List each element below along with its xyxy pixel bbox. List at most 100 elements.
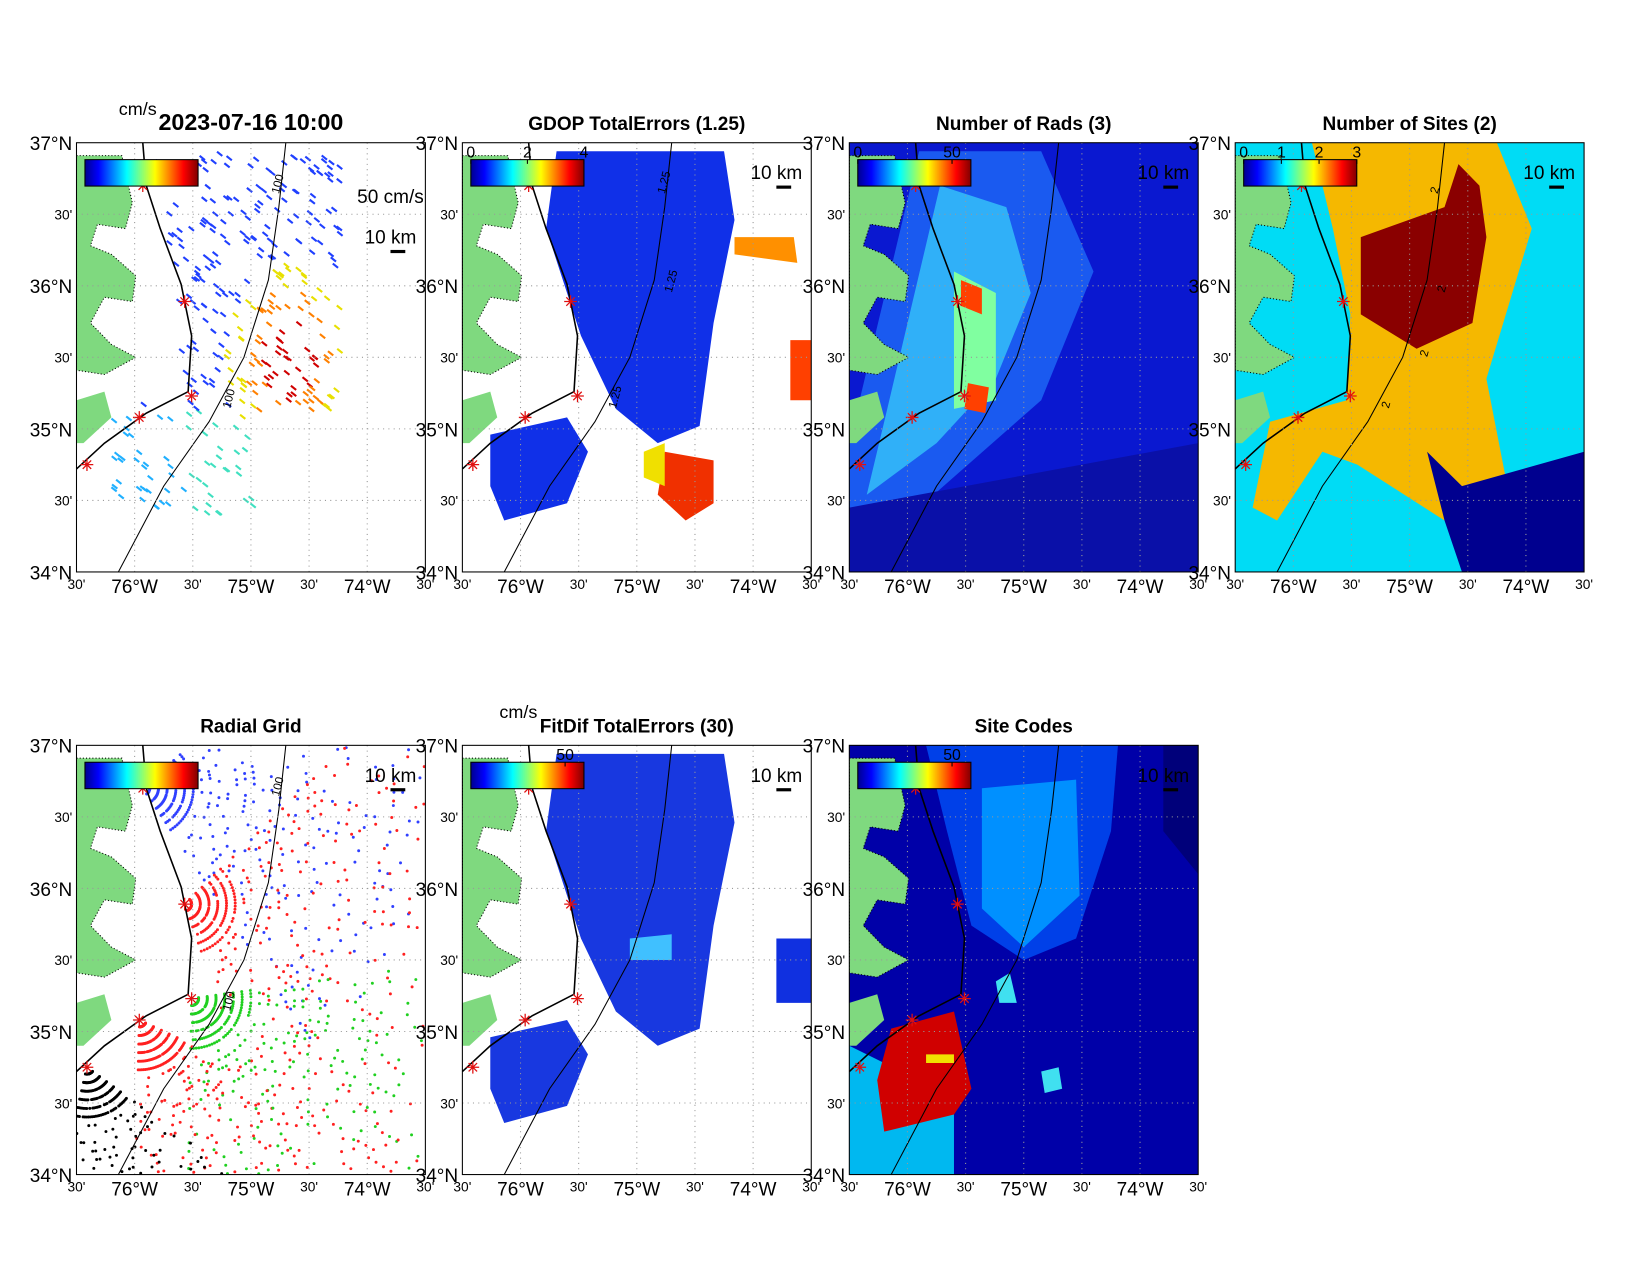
radial-point bbox=[312, 949, 316, 953]
site-marker bbox=[132, 1013, 146, 1027]
current-arrow bbox=[278, 329, 286, 335]
radial-point bbox=[109, 1109, 113, 1113]
current-arrow bbox=[180, 486, 188, 493]
current-arrow bbox=[193, 405, 200, 412]
lon-label: 75°W bbox=[228, 577, 275, 598]
radial-point bbox=[76, 1114, 80, 1118]
radial-point bbox=[210, 933, 214, 937]
radial-point bbox=[202, 1080, 206, 1084]
radial-point bbox=[137, 1042, 141, 1046]
radial-point bbox=[414, 805, 418, 809]
radial-point bbox=[171, 815, 175, 819]
radial-point bbox=[238, 1011, 242, 1015]
radial-point bbox=[229, 1011, 233, 1015]
current-arrow bbox=[188, 225, 195, 232]
current-arrow bbox=[202, 379, 210, 386]
current-arrow bbox=[219, 311, 227, 318]
radial-point bbox=[336, 1087, 340, 1091]
current-arrow bbox=[330, 206, 338, 213]
radial-point bbox=[224, 904, 228, 908]
radial-point bbox=[192, 1170, 196, 1174]
colorbar-tick-label: 2 bbox=[1315, 145, 1324, 162]
radial-point bbox=[270, 1060, 274, 1063]
radial-point bbox=[215, 804, 219, 808]
radial-point bbox=[187, 1097, 191, 1101]
radial-point bbox=[189, 1162, 193, 1166]
radial-point bbox=[294, 813, 298, 817]
radial-point bbox=[266, 994, 270, 998]
radial-point bbox=[267, 861, 271, 865]
lon-label: 30' bbox=[802, 1179, 820, 1194]
radial-point bbox=[278, 1083, 282, 1087]
radial-point bbox=[382, 846, 386, 850]
radial-point bbox=[373, 881, 377, 885]
radial-point bbox=[380, 1131, 384, 1135]
radial-point bbox=[259, 864, 263, 868]
current-arrow bbox=[316, 286, 323, 293]
current-arrow bbox=[317, 398, 324, 405]
radial-point bbox=[343, 746, 347, 750]
radial-point bbox=[415, 926, 419, 930]
current-arrow bbox=[264, 223, 271, 230]
radial-point bbox=[240, 1096, 244, 1100]
radial-point bbox=[197, 1078, 201, 1082]
radial-point bbox=[177, 1048, 181, 1052]
current-arrow bbox=[310, 236, 318, 243]
current-arrow bbox=[285, 355, 292, 362]
radial-point bbox=[390, 816, 394, 819]
bathymetry-contour bbox=[890, 142, 1060, 572]
radial-point bbox=[224, 931, 228, 934]
radial-point bbox=[381, 910, 385, 914]
current-arrow bbox=[239, 386, 247, 393]
current-arrow bbox=[240, 209, 247, 216]
lon-label: 30' bbox=[1073, 577, 1091, 592]
radial-point bbox=[224, 906, 228, 910]
current-arrow bbox=[276, 344, 283, 351]
radial-point bbox=[219, 881, 223, 885]
site-marker bbox=[571, 389, 584, 403]
lat-label: 30' bbox=[1213, 494, 1231, 509]
radial-point bbox=[199, 836, 203, 840]
radial-point bbox=[223, 911, 227, 915]
current-arrow bbox=[284, 303, 291, 310]
radial-point bbox=[210, 1133, 214, 1137]
radial-point bbox=[147, 1128, 151, 1131]
current-arrow bbox=[209, 462, 217, 469]
current-arrow bbox=[222, 194, 230, 201]
radial-point bbox=[275, 1003, 279, 1007]
lat-label: 30' bbox=[827, 494, 845, 509]
radial-point bbox=[209, 791, 213, 795]
radial-point bbox=[237, 1135, 241, 1139]
radial-point bbox=[386, 872, 390, 876]
radial-point bbox=[307, 1044, 311, 1048]
radial-point bbox=[205, 1044, 209, 1048]
radial-point bbox=[367, 1156, 371, 1160]
radial-point bbox=[240, 892, 244, 896]
radial-point bbox=[416, 1154, 420, 1158]
radial-point bbox=[207, 875, 211, 879]
radial-point bbox=[375, 1122, 379, 1126]
radial-point bbox=[267, 830, 271, 834]
radial-point bbox=[239, 1008, 243, 1012]
radial-point bbox=[231, 1002, 235, 1006]
radial-point bbox=[306, 1122, 310, 1126]
radial-point bbox=[249, 995, 253, 999]
field-region bbox=[776, 938, 812, 1003]
map-frame bbox=[461, 142, 812, 573]
radial-point bbox=[217, 1067, 221, 1071]
radial-point bbox=[392, 1094, 396, 1098]
radial-point bbox=[257, 1002, 261, 1006]
current-arrow bbox=[269, 292, 277, 298]
radial-point bbox=[194, 1055, 198, 1059]
current-arrow bbox=[321, 154, 328, 161]
current-arrow bbox=[215, 454, 223, 461]
lat-label: 30' bbox=[440, 1096, 458, 1111]
current-arrow bbox=[199, 221, 206, 228]
radial-point bbox=[205, 1082, 209, 1086]
radial-point bbox=[273, 1093, 277, 1097]
lat-label: 34°N bbox=[30, 1166, 72, 1187]
radial-point bbox=[147, 1076, 151, 1080]
map-frame bbox=[848, 142, 1199, 573]
radial-point bbox=[207, 903, 211, 907]
current-arrow bbox=[193, 276, 201, 282]
